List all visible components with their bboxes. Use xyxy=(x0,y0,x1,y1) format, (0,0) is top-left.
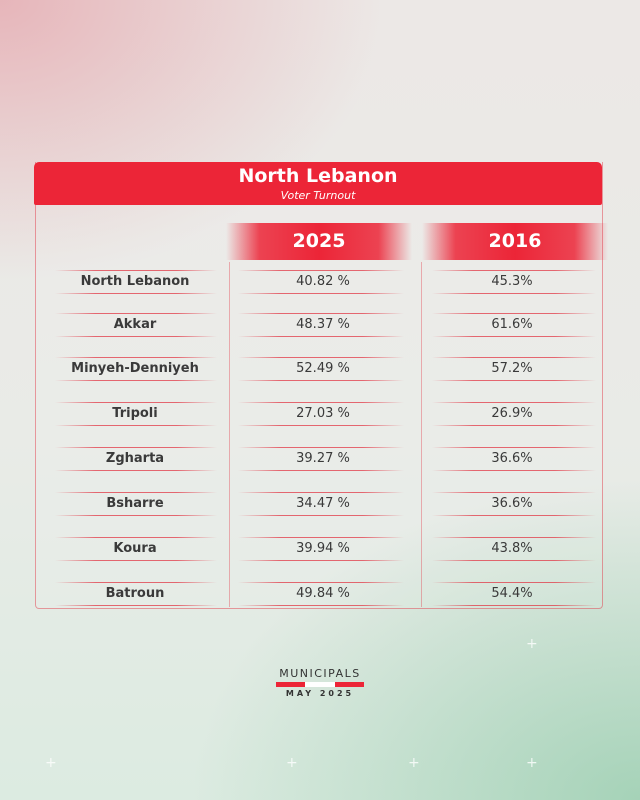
row-rule xyxy=(238,447,404,448)
column-header-2025: 2025 xyxy=(226,223,412,260)
row-rule xyxy=(55,313,217,314)
plus-decoration: + xyxy=(286,755,298,771)
row-rule xyxy=(238,313,404,314)
table-header: North Lebanon Voter Turnout xyxy=(34,162,602,205)
row-rule xyxy=(55,537,217,538)
row-rule xyxy=(238,470,404,471)
row-rule xyxy=(238,336,404,337)
table-row: Bsharre 34.47 % 36.6% xyxy=(0,492,640,516)
row-rule xyxy=(55,470,217,471)
turnout-2025: 27.03 % xyxy=(296,406,350,421)
row-rule xyxy=(432,402,596,403)
row-rule xyxy=(55,336,217,337)
row-rule xyxy=(238,425,404,426)
table-row: Minyeh-Denniyeh 52.49 % 57.2% xyxy=(0,357,640,381)
row-rule xyxy=(432,582,596,583)
row-rule xyxy=(432,537,596,538)
plus-decoration: + xyxy=(45,755,57,771)
column-header-2016: 2016 xyxy=(422,223,608,260)
turnout-2025: 39.27 % xyxy=(296,451,350,466)
row-rule xyxy=(238,270,404,271)
row-rule xyxy=(238,380,404,381)
plus-decoration: + xyxy=(408,755,420,771)
row-rule xyxy=(238,537,404,538)
row-rule xyxy=(432,357,596,358)
row-rule xyxy=(55,293,217,294)
row-rule xyxy=(55,357,217,358)
turnout-2016: 61.6% xyxy=(491,317,533,332)
region-name: Batroun xyxy=(105,586,165,601)
logo-line-2: MAY 2025 xyxy=(285,689,355,698)
row-rule xyxy=(432,313,596,314)
row-rule xyxy=(432,470,596,471)
table-row: Akkar 48.37 % 61.6% xyxy=(0,313,640,337)
turnout-2016: 54.4% xyxy=(491,586,533,601)
row-rule xyxy=(432,515,596,516)
row-rule xyxy=(238,293,404,294)
turnout-2016: 36.6% xyxy=(491,496,533,511)
row-rule xyxy=(238,582,404,583)
municipals-logo: MUNICIPALS MAY 2025 xyxy=(274,667,366,698)
turnout-2025: 49.84 % xyxy=(296,586,350,601)
table-row: Koura 39.94 % 43.8% xyxy=(0,537,640,561)
region-name: Koura xyxy=(113,541,157,556)
logo-line-1: MUNICIPALS xyxy=(279,667,361,680)
row-rule xyxy=(432,336,596,337)
row-rule xyxy=(55,605,217,606)
turnout-2016: 57.2% xyxy=(491,361,533,376)
table-subtitle: Voter Turnout xyxy=(280,189,356,202)
row-rule xyxy=(55,515,217,516)
row-rule xyxy=(238,515,404,516)
table-title: North Lebanon xyxy=(238,165,398,187)
row-rule xyxy=(238,492,404,493)
row-rule xyxy=(55,492,217,493)
row-rule xyxy=(238,560,404,561)
table-row: Zgharta 39.27 % 36.6% xyxy=(0,447,640,471)
row-rule xyxy=(432,380,596,381)
row-rule xyxy=(432,270,596,271)
turnout-2025: 40.82 % xyxy=(296,274,350,289)
table-row: North Lebanon 40.82 % 45.3% xyxy=(0,270,640,294)
region-name: Minyeh-Denniyeh xyxy=(71,361,199,376)
row-rule xyxy=(55,425,217,426)
row-rule xyxy=(432,447,596,448)
turnout-2025: 52.49 % xyxy=(296,361,350,376)
row-rule xyxy=(55,582,217,583)
row-rule xyxy=(432,605,596,606)
table-row: Tripoli 27.03 % 26.9% xyxy=(0,402,640,426)
turnout-2016: 45.3% xyxy=(491,274,533,289)
row-rule xyxy=(238,357,404,358)
row-rule xyxy=(432,492,596,493)
region-name: Bsharre xyxy=(106,496,164,511)
row-rule xyxy=(55,270,217,271)
row-rule xyxy=(432,560,596,561)
row-rule xyxy=(55,560,217,561)
turnout-2025: 48.37 % xyxy=(296,317,350,332)
plus-decoration: + xyxy=(526,755,538,771)
row-rule xyxy=(55,447,217,448)
row-rule xyxy=(432,425,596,426)
row-rule xyxy=(55,380,217,381)
row-rule xyxy=(432,293,596,294)
flag-stripe xyxy=(276,682,364,687)
turnout-2016: 26.9% xyxy=(491,406,533,421)
turnout-2025: 39.94 % xyxy=(296,541,350,556)
plus-decoration: + xyxy=(526,636,538,652)
turnout-2016: 43.8% xyxy=(491,541,533,556)
row-rule xyxy=(55,402,217,403)
turnout-2016: 36.6% xyxy=(491,451,533,466)
row-rule xyxy=(238,402,404,403)
table-row: Batroun 49.84 % 54.4% xyxy=(0,582,640,606)
turnout-2025: 34.47 % xyxy=(296,496,350,511)
row-rule xyxy=(238,605,404,606)
region-name: Zgharta xyxy=(105,451,165,466)
region-name: Akkar xyxy=(113,317,157,332)
region-name: North Lebanon xyxy=(80,274,190,289)
region-name: Tripoli xyxy=(112,406,158,421)
column-divider xyxy=(421,262,422,607)
column-divider xyxy=(229,262,230,607)
